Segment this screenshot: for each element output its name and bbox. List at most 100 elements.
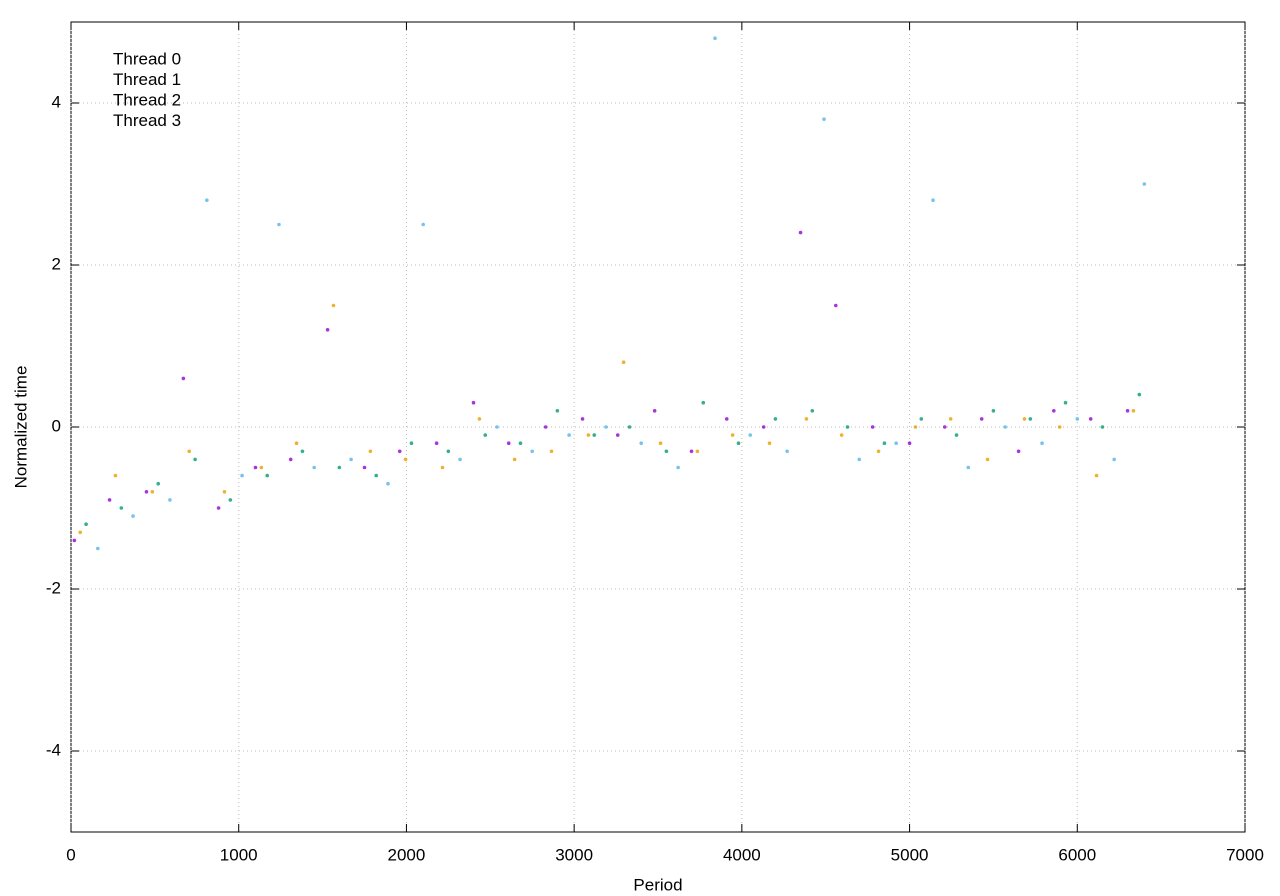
point	[277, 222, 281, 227]
point	[586, 433, 591, 437]
point	[804, 417, 809, 421]
x-tick-label: 6000	[1058, 845, 1096, 864]
point	[695, 449, 700, 454]
point	[1052, 409, 1056, 413]
x-tick-label: 2000	[388, 845, 426, 864]
point	[294, 441, 299, 446]
point	[604, 425, 608, 429]
point	[931, 198, 935, 202]
point	[205, 198, 209, 202]
point	[543, 425, 548, 429]
point	[312, 465, 316, 470]
x-tick-label: 7000	[1226, 845, 1264, 864]
point	[107, 498, 112, 502]
point	[228, 498, 233, 502]
point	[458, 457, 462, 462]
point	[446, 449, 451, 454]
point	[222, 490, 227, 494]
point	[288, 457, 293, 462]
point	[1075, 417, 1080, 421]
point	[331, 303, 336, 308]
point	[919, 417, 924, 421]
point	[1100, 425, 1105, 429]
point	[216, 506, 221, 510]
x-tick-label: 4000	[723, 845, 761, 864]
point	[113, 473, 118, 478]
point	[761, 425, 766, 429]
point	[785, 449, 789, 454]
point	[882, 441, 887, 446]
point	[948, 417, 953, 421]
x-tick-label: 5000	[891, 845, 929, 864]
point	[954, 433, 959, 437]
point	[857, 457, 862, 462]
point	[658, 441, 663, 446]
point	[187, 449, 192, 454]
point	[621, 360, 626, 365]
point	[512, 457, 517, 462]
y-tick-label: -4	[46, 740, 61, 759]
point	[592, 433, 597, 437]
point	[84, 522, 88, 526]
point	[409, 441, 414, 446]
legend-label: Thread 2	[113, 90, 181, 109]
point	[337, 465, 342, 470]
point	[713, 36, 717, 40]
point	[1142, 182, 1147, 186]
point	[265, 473, 270, 478]
point	[1125, 409, 1130, 413]
point	[701, 400, 706, 405]
point	[386, 481, 390, 486]
point	[78, 530, 83, 535]
point	[907, 441, 912, 446]
y-tick-label: 0	[52, 416, 61, 435]
x-tick-label: 0	[66, 845, 75, 864]
point	[506, 441, 511, 446]
legend-label: Thread 1	[113, 70, 181, 89]
point	[1028, 417, 1033, 421]
point	[156, 481, 161, 486]
point	[131, 514, 135, 518]
point	[368, 449, 373, 454]
point	[580, 417, 585, 421]
point	[736, 441, 741, 446]
point	[168, 498, 172, 502]
point	[1040, 441, 1044, 446]
point	[518, 441, 523, 446]
point	[839, 433, 844, 437]
point	[555, 409, 560, 413]
point	[724, 417, 729, 421]
point	[193, 457, 197, 462]
point	[1016, 449, 1021, 454]
point	[894, 441, 898, 446]
point	[913, 425, 918, 429]
point	[639, 441, 644, 446]
point	[810, 409, 815, 413]
x-tick-label: 1000	[220, 845, 258, 864]
point	[748, 433, 753, 437]
point	[942, 425, 947, 429]
point	[979, 417, 984, 421]
point	[300, 449, 305, 454]
legend-label: Thread 0	[113, 49, 181, 68]
point	[440, 465, 445, 470]
point	[119, 506, 124, 510]
point	[822, 117, 826, 121]
point	[259, 465, 264, 470]
point	[991, 409, 996, 413]
point	[833, 303, 838, 308]
point	[1088, 417, 1093, 421]
point	[845, 425, 850, 429]
y-tick-label: -2	[46, 578, 61, 597]
point	[652, 409, 657, 413]
y-tick-label: 2	[52, 254, 61, 273]
point	[96, 546, 100, 551]
x-tick-label: 3000	[555, 845, 593, 864]
point	[403, 457, 408, 462]
point	[374, 473, 379, 478]
point	[349, 457, 353, 462]
x-axis-label: Period	[633, 875, 682, 894]
point	[434, 441, 439, 446]
point	[421, 222, 426, 227]
